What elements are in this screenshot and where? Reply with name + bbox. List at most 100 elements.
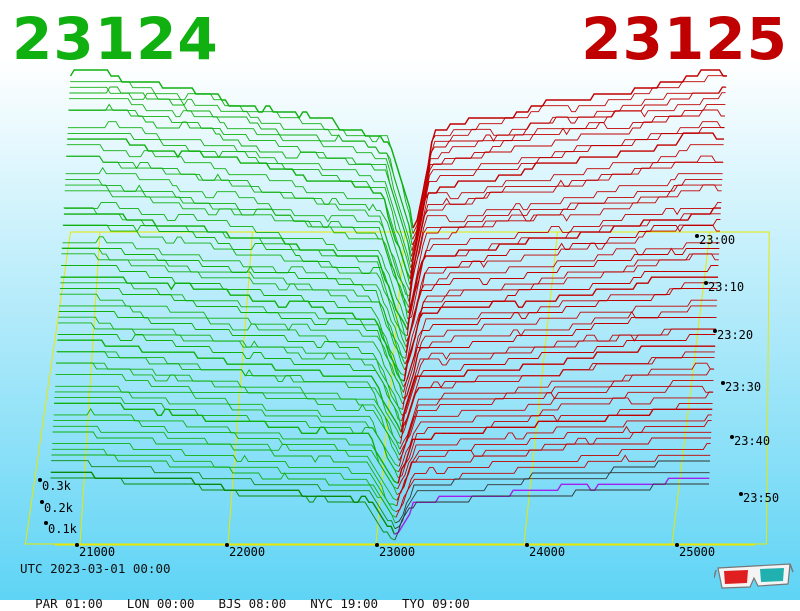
grid-line-x bbox=[227, 231, 253, 545]
bid-depth-line bbox=[65, 184, 409, 314]
bid-depth-line bbox=[57, 334, 402, 427]
bid-depth-line bbox=[66, 155, 410, 297]
x-tick-label: 21000 bbox=[79, 545, 115, 559]
bid-depth-line bbox=[50, 477, 395, 541]
ask-depth-line bbox=[401, 328, 717, 416]
bid-depth-line bbox=[58, 322, 402, 422]
x-tick-dot bbox=[375, 543, 379, 547]
y-tick-dot bbox=[38, 478, 42, 482]
bid-depth-line bbox=[52, 431, 397, 507]
bid-depth-line bbox=[63, 225, 407, 342]
ask-depth-line bbox=[409, 155, 723, 297]
ask-depth-line bbox=[396, 431, 712, 501]
grid-frame bbox=[24, 231, 770, 545]
bid-depth-line bbox=[65, 166, 410, 302]
bid-depth-line bbox=[61, 253, 406, 370]
time-tick-dot bbox=[730, 435, 734, 439]
x-tick-label: 22000 bbox=[229, 545, 265, 559]
bid-depth-line bbox=[53, 425, 398, 501]
bid-depth-line bbox=[55, 362, 400, 456]
time-tick-dot bbox=[721, 381, 725, 385]
bid-depth-line bbox=[66, 144, 411, 285]
y-tick-label: 0.2k bbox=[44, 501, 74, 515]
time-tick-dot bbox=[713, 329, 717, 333]
ask-depth-line bbox=[405, 219, 721, 342]
x-tick-dot bbox=[675, 543, 679, 547]
bid-depth-line bbox=[63, 207, 408, 337]
bid-depth-line bbox=[67, 132, 411, 274]
ask-depth-line bbox=[403, 276, 719, 382]
bid-depth-line bbox=[60, 282, 404, 387]
ask-depth-line bbox=[407, 201, 722, 325]
timezone-row: PAR 01:00 LON 00:00 BJS 08:00 NYC 19:00 TYO … bbox=[20, 581, 494, 611]
utc-timestamp: UTC 2023-03-01 00:00 bbox=[20, 561, 171, 576]
ask-depth-line bbox=[400, 357, 715, 444]
bid-price: 23124 bbox=[12, 5, 219, 73]
ask-depth-line bbox=[404, 265, 719, 376]
bid-depth-line bbox=[68, 109, 412, 263]
ask-depth-line bbox=[398, 391, 713, 473]
time-tick-dot bbox=[739, 492, 743, 496]
bid-depth-line bbox=[54, 397, 399, 478]
bid-depth-line bbox=[51, 460, 396, 529]
ask-depth-line bbox=[401, 328, 716, 422]
bid-depth-series bbox=[50, 69, 414, 541]
bid-depth-line bbox=[55, 385, 400, 467]
bid-depth-line bbox=[66, 155, 411, 291]
bid-depth-line bbox=[53, 420, 398, 495]
ask-depth-line bbox=[395, 460, 710, 524]
ask-depth-line bbox=[407, 184, 722, 320]
bid-depth-line bbox=[67, 121, 412, 268]
ask-depth-line bbox=[412, 75, 727, 234]
bid-depth-line bbox=[56, 351, 401, 444]
ask-depth-line bbox=[406, 213, 721, 336]
ask-depth-series bbox=[394, 69, 727, 541]
ask-depth-line bbox=[405, 242, 720, 353]
ask-depth-line bbox=[397, 414, 712, 490]
ask-depth-line bbox=[395, 443, 711, 512]
bid-depth-line bbox=[58, 311, 403, 410]
x-tick-dot bbox=[525, 543, 529, 547]
bid-depth-line bbox=[54, 391, 399, 473]
x-tick-dot bbox=[225, 543, 229, 547]
x-tick-dot bbox=[75, 543, 79, 547]
ask-depth-line bbox=[410, 126, 725, 274]
time-tick-label: 23:40 bbox=[734, 434, 770, 448]
ask-depth-line bbox=[399, 368, 714, 456]
ask-depth-line bbox=[398, 385, 714, 467]
ask-depth-line bbox=[412, 69, 727, 229]
bid-depth-line bbox=[70, 81, 414, 234]
grid-line-x bbox=[671, 231, 711, 545]
ask-depth-line bbox=[394, 472, 710, 530]
ask-depth-line bbox=[403, 282, 718, 387]
bid-depth-line bbox=[51, 448, 397, 518]
bid-depth-line bbox=[62, 224, 407, 348]
time-tick-label: 23:30 bbox=[725, 380, 761, 394]
bid-depth-line bbox=[55, 374, 400, 461]
y-tick-dot bbox=[40, 500, 44, 504]
chart-axes: 21000 22000 23000 24000 25000 0.1k 0.2k 0.3k 23:… bbox=[38, 233, 779, 559]
time-tick-label: 23:50 bbox=[743, 491, 779, 505]
ask-depth-line bbox=[410, 109, 725, 263]
bid-depth-line bbox=[57, 339, 402, 433]
bid-depth-line bbox=[60, 276, 405, 382]
bid-depth-line bbox=[69, 98, 413, 251]
bid-depth-line bbox=[59, 305, 404, 405]
y-tick-label: 0.3k bbox=[42, 479, 72, 493]
3d-glasses-icon[interactable] bbox=[714, 558, 794, 594]
bid-depth-line bbox=[54, 402, 399, 484]
ask-depth-line bbox=[402, 317, 717, 410]
time-tick-dot bbox=[704, 281, 708, 285]
grid-line-x bbox=[523, 231, 558, 545]
bid-depth-line bbox=[50, 471, 396, 535]
bid-depth-line bbox=[51, 454, 396, 524]
ask-depth-line bbox=[405, 247, 720, 359]
bid-depth-line bbox=[64, 190, 408, 319]
x-tick-label: 23000 bbox=[379, 545, 415, 559]
bid-depth-line bbox=[53, 408, 398, 490]
time-tick-dot bbox=[695, 234, 699, 238]
ask-depth-line bbox=[394, 477, 710, 535]
ask-depth-line bbox=[402, 299, 718, 399]
ask-depth-line bbox=[402, 305, 717, 405]
